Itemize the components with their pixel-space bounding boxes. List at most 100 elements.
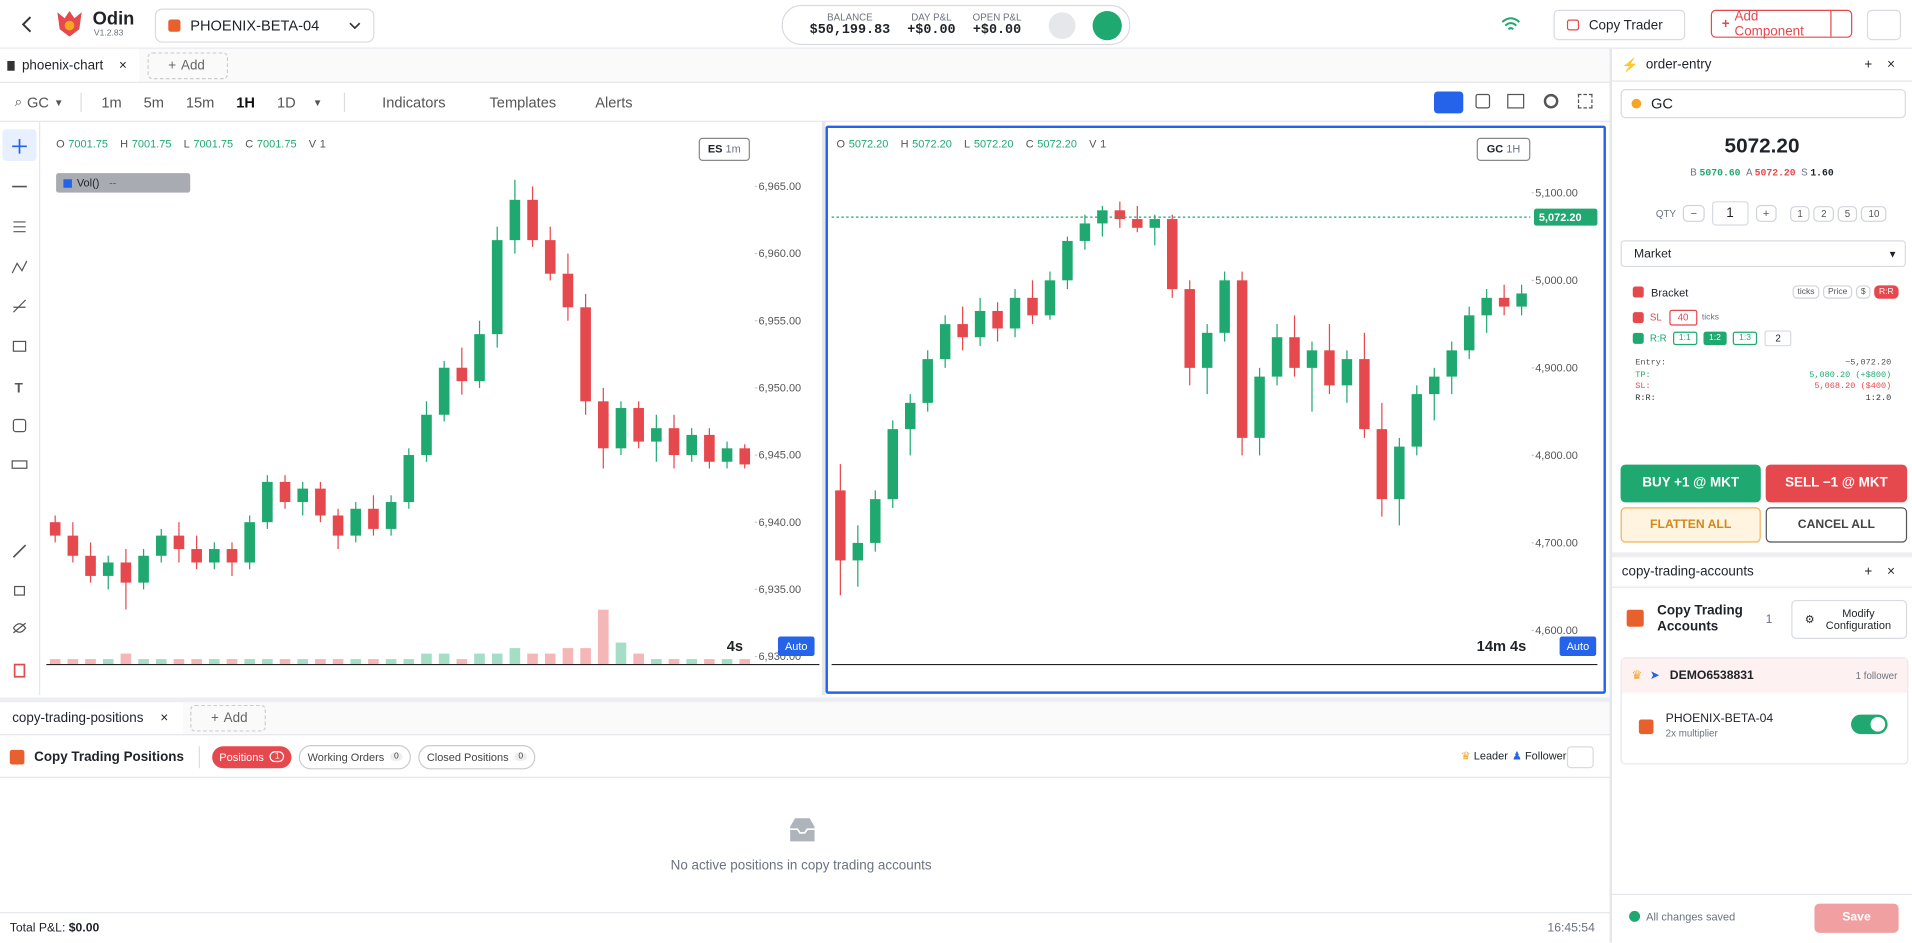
candle-body bbox=[209, 549, 220, 563]
candle-body bbox=[191, 549, 202, 563]
settings-button[interactable] bbox=[1543, 93, 1559, 109]
candle-body bbox=[1516, 293, 1527, 307]
active-frame bbox=[825, 125, 1606, 694]
candle-body bbox=[1324, 350, 1335, 386]
layout-button[interactable] bbox=[1434, 91, 1464, 114]
rr-option[interactable]: 1:2 bbox=[1702, 331, 1727, 346]
filter-count: 0 bbox=[390, 752, 403, 761]
copy-accounts-panel: copy-trading-accounts + × Copy Trading Ac… bbox=[1612, 557, 1912, 911]
y-tick-label: 4,900.00 bbox=[1535, 363, 1578, 375]
copy-trader-select[interactable]: Copy Trader bbox=[1553, 9, 1686, 41]
symbol-badge[interactable]: GC 1H bbox=[1476, 137, 1531, 161]
qty-input[interactable]: 1 bbox=[1711, 201, 1749, 226]
summary-row: Entry: ~5,072.20 bbox=[1635, 359, 1891, 371]
add-tab-label: Add bbox=[181, 58, 205, 74]
sound-button[interactable] bbox=[1048, 11, 1076, 39]
symbol[interactable]: GC bbox=[27, 93, 49, 111]
fullscreen-button[interactable] bbox=[1577, 93, 1593, 109]
leader-filter[interactable]: ♛ Leader bbox=[1460, 749, 1508, 763]
bracket-mode[interactable]: $ bbox=[1855, 285, 1871, 299]
add-tab[interactable]: + Add bbox=[190, 704, 266, 732]
rr-input[interactable]: 2 bbox=[1764, 330, 1792, 347]
stat-value: +$0.00 bbox=[907, 23, 956, 38]
cancel-button[interactable]: CANCEL ALL bbox=[1765, 507, 1908, 543]
interval[interactable]: 15m bbox=[185, 93, 215, 111]
candle-body bbox=[651, 428, 662, 442]
filter-chip[interactable]: Working Orders 0 bbox=[299, 744, 411, 769]
volume-bar bbox=[244, 659, 255, 665]
audio-button[interactable] bbox=[1092, 10, 1122, 40]
back-icon[interactable] bbox=[20, 16, 35, 33]
interval[interactable]: 1D bbox=[276, 93, 296, 111]
badge-symbol: GC bbox=[1486, 142, 1504, 155]
bracket-mode[interactable]: R:R bbox=[1874, 285, 1899, 299]
sl-input[interactable]: 40 bbox=[1669, 309, 1698, 326]
quick-qty[interactable]: 10 bbox=[1861, 205, 1887, 222]
bid-label: B bbox=[1690, 167, 1697, 179]
follower-toggle[interactable] bbox=[1851, 714, 1888, 735]
version: V1.2.83 bbox=[93, 29, 124, 38]
filter-chip[interactable]: Closed Positions 0 bbox=[418, 744, 536, 769]
split-button[interactable] bbox=[1507, 93, 1525, 109]
candle-body bbox=[474, 334, 485, 382]
rr-option[interactable]: 1:3 bbox=[1733, 331, 1758, 346]
volume-bar bbox=[297, 659, 309, 665]
interval[interactable]: 1m bbox=[101, 93, 122, 111]
modify-button[interactable]: ⚙ Modify Configuration bbox=[1791, 599, 1908, 639]
calendar-button[interactable] bbox=[1475, 93, 1491, 109]
tab[interactable]: copy-trading-positions × bbox=[0, 702, 183, 735]
candle-body bbox=[350, 508, 362, 536]
order-type[interactable]: Market ▼ bbox=[1620, 240, 1906, 268]
sell-button[interactable]: SELL −1 @ MKT bbox=[1765, 464, 1908, 503]
increment[interactable]: + bbox=[1755, 204, 1777, 222]
bracket-mode[interactable]: Price bbox=[1823, 285, 1853, 299]
filter-chip[interactable]: Positions 1 bbox=[211, 745, 292, 768]
account-count: 1 bbox=[1765, 613, 1773, 627]
alerts[interactable]: Alerts bbox=[595, 93, 633, 111]
quick-qty[interactable]: 5 bbox=[1837, 205, 1858, 222]
chart-gc: 5,100.00 5,000.00 4,900.00 4,800.00 4,700.00… bbox=[831, 187, 1598, 666]
summary-row: R:R: 1:2.0 bbox=[1635, 393, 1891, 405]
symbol: GC bbox=[1651, 95, 1674, 113]
candle-body bbox=[421, 414, 432, 456]
indicator-box[interactable]: Vol() -- bbox=[56, 173, 191, 193]
label: Leader bbox=[1473, 749, 1508, 763]
divider bbox=[821, 121, 826, 696]
candle-body bbox=[173, 535, 185, 550]
tab[interactable]: phoenix-chart × bbox=[0, 48, 140, 82]
candle-body bbox=[597, 401, 609, 449]
flatten-button[interactable]: FLATTEN ALL bbox=[1620, 507, 1761, 543]
candle-body bbox=[1376, 429, 1388, 500]
auto-scale[interactable]: Auto bbox=[1559, 636, 1597, 657]
quick-qty[interactable]: 2 bbox=[1813, 205, 1834, 222]
add-tab-label: Add bbox=[223, 710, 248, 726]
qty-row: QTY − 1 + 1 2 5 10 bbox=[1656, 201, 1887, 226]
last-price-tag bbox=[1533, 208, 1598, 226]
add-tab[interactable]: + Add bbox=[147, 52, 229, 80]
templates[interactable]: Templates bbox=[489, 93, 557, 111]
save-status: All changes saved bbox=[1646, 910, 1736, 924]
auto-scale[interactable]: Auto bbox=[777, 636, 815, 657]
y-tick-label: 4,600.00 bbox=[1535, 625, 1578, 637]
account-select[interactable]: PHOENIX-BETA-04 bbox=[154, 8, 375, 43]
buy-button[interactable]: BUY +1 @ MKT bbox=[1620, 464, 1761, 503]
refresh-button[interactable] bbox=[1566, 746, 1594, 769]
interval[interactable]: 5m bbox=[143, 93, 164, 111]
symbol-select[interactable]: GC bbox=[1620, 89, 1906, 119]
settings-button[interactable] bbox=[1866, 9, 1902, 41]
symbol-badge[interactable]: ES 1m bbox=[698, 137, 750, 161]
rr-option[interactable]: 1:1 bbox=[1672, 331, 1697, 346]
decrement[interactable]: − bbox=[1683, 204, 1705, 222]
summary-value: ~5,072.20 bbox=[1845, 358, 1892, 369]
interval[interactable]: 1H bbox=[236, 93, 256, 111]
indicators[interactable]: Indicators bbox=[382, 93, 446, 111]
heading: Copy Trading Accounts bbox=[1657, 603, 1743, 635]
add-component-button[interactable]: + Add Component bbox=[1710, 9, 1853, 38]
bracket-mode[interactable]: ticks bbox=[1792, 285, 1820, 299]
filter-label: Positions bbox=[219, 750, 264, 763]
candle-body bbox=[1481, 297, 1492, 316]
save-button[interactable]: Save bbox=[1814, 903, 1899, 933]
follower-filter[interactable]: ♟ Follower bbox=[1512, 749, 1567, 763]
quick-qty[interactable]: 1 bbox=[1790, 205, 1811, 222]
